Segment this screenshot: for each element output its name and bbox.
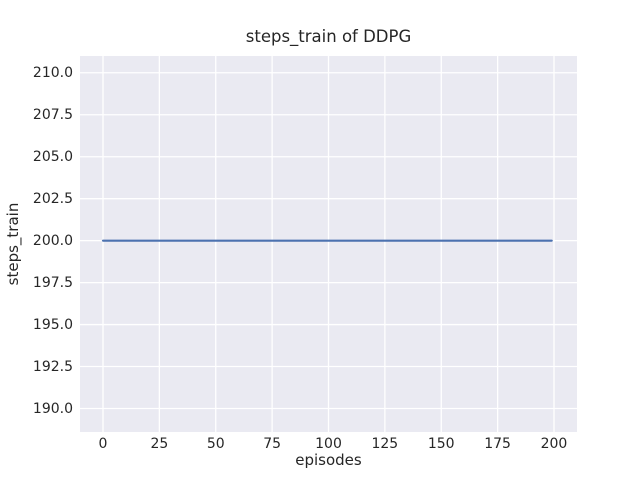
chart-title: steps_train of DDPG [245, 27, 412, 46]
y-tick-label: 200.0 [32, 232, 73, 249]
x-tick-label: 100 [315, 436, 342, 452]
y-axis-label: steps_train [4, 202, 22, 286]
x-tick-label: 25 [150, 436, 169, 452]
y-tick-label: 207.5 [32, 106, 73, 123]
x-tick-label: 200 [540, 436, 568, 452]
x-tick-label: 50 [206, 436, 225, 452]
y-tick-label: 197.5 [32, 274, 73, 291]
x-tick-label: 0 [98, 436, 108, 452]
y-tick-label: 205.0 [32, 148, 73, 165]
x-tick-label: 75 [263, 436, 282, 452]
y-tick-label: 202.5 [32, 190, 73, 207]
y-tick-label: 192.5 [32, 358, 73, 375]
x-tick-label: 150 [427, 436, 455, 452]
x-axis-label: episodes [295, 451, 362, 469]
y-tick-label: 195.0 [32, 316, 73, 333]
x-tick-label: 175 [484, 436, 511, 452]
y-tick-label: 190.0 [32, 400, 73, 417]
x-tick-label: 125 [371, 436, 399, 452]
y-tick-label: 210.0 [32, 64, 73, 81]
